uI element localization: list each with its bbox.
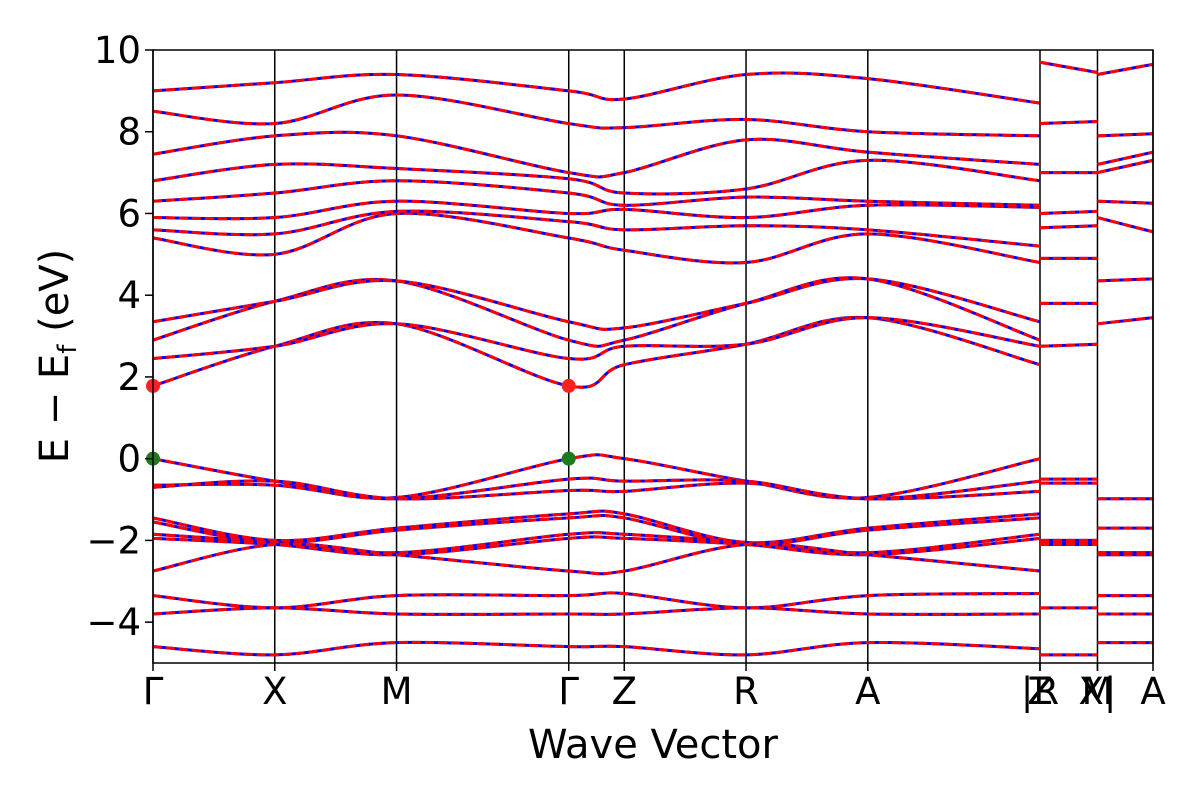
x-tick-label: Γ bbox=[558, 670, 579, 713]
y-tick-label: 6 bbox=[117, 192, 141, 235]
band-line-spin-up bbox=[153, 277, 1041, 331]
x-tick-label: Γ bbox=[143, 670, 164, 713]
y-axis-label-main: E − E bbox=[32, 354, 78, 464]
y-tick-label: 2 bbox=[117, 356, 141, 399]
x-tick-label: A bbox=[855, 670, 880, 713]
band-line-spin-up bbox=[1039, 60, 1098, 74]
band-line-spin-up bbox=[1097, 199, 1153, 205]
x-tick-label: Z bbox=[1027, 670, 1052, 713]
x-axis-ticks: Γ X M Γ Z R A Z|R X|M A bbox=[143, 663, 1166, 713]
x-tick-label: A bbox=[1140, 670, 1165, 713]
band-line-spin-up bbox=[153, 640, 1041, 657]
band-line-spin-up bbox=[153, 542, 1041, 576]
vbm-marker bbox=[561, 451, 576, 466]
band-line-spin-up bbox=[153, 211, 1041, 265]
x-tick-label: M bbox=[1082, 670, 1114, 713]
band-line-spin-up bbox=[1097, 158, 1153, 175]
band-line-spin-up bbox=[1097, 277, 1153, 283]
plot-frame bbox=[152, 49, 1154, 664]
x-tick-label: Z bbox=[612, 670, 637, 713]
cbm-marker bbox=[561, 378, 576, 393]
band-line-spin-up bbox=[153, 71, 1041, 105]
x-tick-label: |R bbox=[1021, 670, 1059, 713]
band-line-spin-up bbox=[1097, 316, 1153, 326]
band-line-spin-up bbox=[153, 179, 1041, 207]
band-line-spin-up bbox=[153, 509, 1041, 545]
band-line-spin-up bbox=[153, 606, 1040, 616]
y-tick-label: 4 bbox=[117, 274, 141, 317]
y-tick-label: −4 bbox=[86, 601, 141, 644]
x-tick-label: R bbox=[733, 670, 759, 713]
y-axis-label-sub: f bbox=[53, 344, 83, 354]
band-line-spin-up bbox=[1039, 209, 1098, 215]
y-axis-ticks: −4 −2 0 2 4 6 8 10 bbox=[86, 29, 153, 644]
band-line-spin-up bbox=[1097, 62, 1153, 76]
x-axis-label: Wave Vector bbox=[528, 722, 779, 768]
band-line-spin-up bbox=[1039, 224, 1098, 230]
band-line-spin-up bbox=[153, 93, 1041, 138]
y-tick-label: 10 bbox=[94, 29, 141, 72]
plot-background bbox=[153, 50, 1153, 663]
band-line-spin-down bbox=[153, 316, 1041, 361]
band-line-spin-up bbox=[1097, 132, 1153, 138]
y-tick-label: 0 bbox=[117, 438, 141, 481]
band-line-spin-up bbox=[1039, 342, 1098, 348]
band-line-spin-up bbox=[153, 130, 1041, 179]
x-tick-label: X| bbox=[1079, 670, 1117, 713]
bands bbox=[153, 60, 1153, 657]
band-line-spin-up bbox=[153, 479, 1041, 501]
x-tick-label: X bbox=[262, 670, 287, 713]
band-line-spin-up bbox=[1039, 120, 1098, 126]
y-axis-label-unit: (eV) bbox=[32, 249, 78, 345]
y-axis-label: E − Ef (eV) bbox=[32, 249, 83, 464]
x-tick-label: M bbox=[381, 670, 413, 713]
band-line-spin-up bbox=[153, 209, 1041, 248]
band-line-spin-up bbox=[1097, 150, 1153, 166]
band-line-spin-up bbox=[153, 199, 1041, 221]
y-tick-label: 8 bbox=[117, 111, 141, 154]
band-line-spin-up bbox=[153, 158, 1041, 196]
band-line-spin-up bbox=[1097, 216, 1153, 234]
y-tick-label: −2 bbox=[86, 519, 141, 562]
